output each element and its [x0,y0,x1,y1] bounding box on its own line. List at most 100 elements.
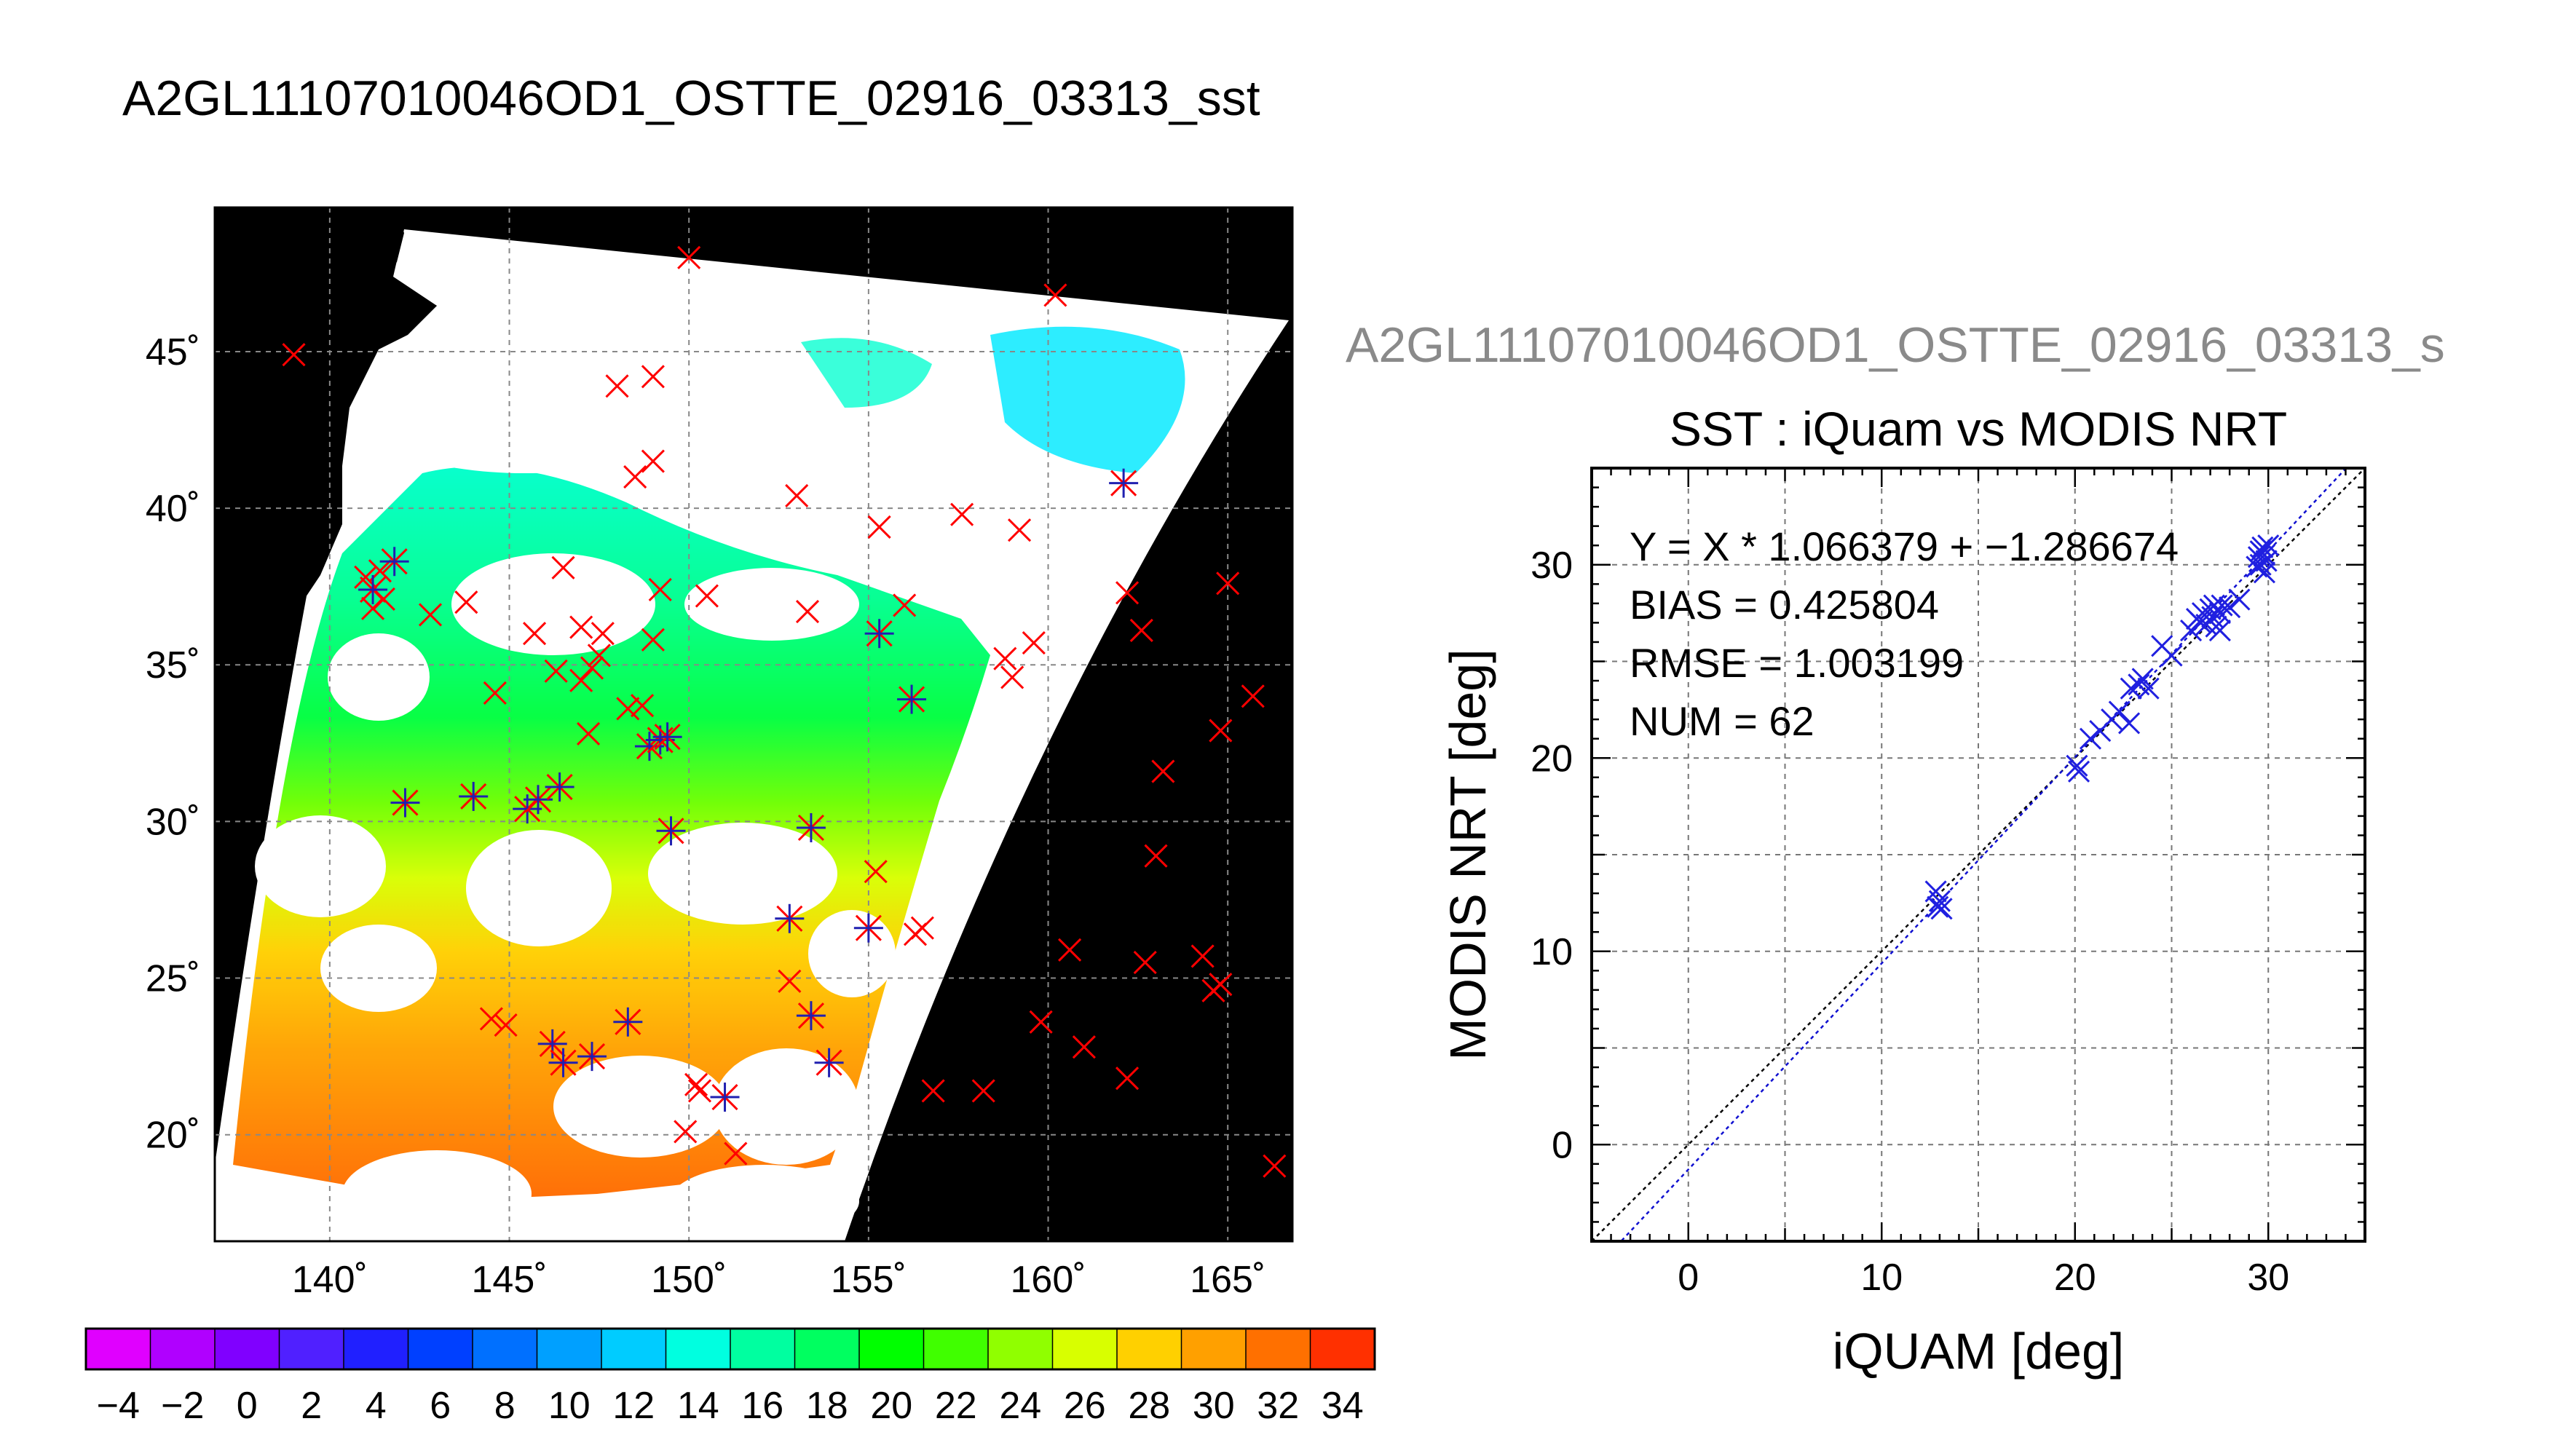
colorbar-tick-labels: −4 −2 0 2 4 6 8 10 12 14 16 18 20 22 24 26 28 30 32 34 [97,1385,1364,1427]
red-x-marker-stroke-b [361,596,385,620]
red-x-marker [282,343,306,367]
scatter-point-stroke-b [2189,612,2212,634]
red-x-marker [418,603,443,627]
scatter-point-stroke-b [2246,555,2268,578]
scatter-header-text: A2GL11107010046OD1_OSTTE_02916_03313_s [1346,317,2445,373]
scatter-point-stroke-b [1930,898,1953,920]
red-x-marker [1008,518,1032,542]
red-x-marker-stroke-b [695,584,719,608]
colorbar-tick-label: 20 [870,1385,912,1427]
colorbar-tick-label: 32 [1257,1385,1299,1427]
matched-marker-blue [853,913,883,943]
red-x-marker [580,656,604,680]
scatter-point-stroke-b [2118,712,2141,735]
red-x-marker [695,584,719,608]
red-x-marker [1241,684,1265,708]
colorbar-cell [85,1328,151,1370]
scatter-x-tick-label: 0 [1678,1257,1699,1299]
scatter-point-stroke-b [2131,668,2154,690]
colorbar-tick-label: 24 [999,1385,1041,1427]
colorbar-tick-label: −4 [97,1385,140,1427]
red-x-marker [648,577,672,602]
red-x-marker [677,245,701,269]
scatter-point-stroke-b [2208,619,2231,642]
colorbar-tick-label: 8 [494,1385,516,1427]
map-x-tick-label: 140˚ [292,1259,368,1301]
scatter-point-stroke-b [2079,727,2102,750]
scatter-point [2131,668,2154,690]
red-x-marker-stroke-b [1263,1154,1287,1178]
red-x-marker [1133,950,1157,975]
red-x-marker [950,502,974,526]
matched-marker-blue [775,903,805,933]
scatter-title: SST : iQuam vs MODIS NRT [1670,402,2287,456]
red-x-marker-stroke-b [674,1120,698,1144]
colorbar-tick-label: 6 [430,1385,451,1427]
colorbar-cell [472,1328,538,1370]
red-x-marker-stroke-b [282,343,306,367]
red-x-marker-stroke-b [893,593,917,617]
red-x-marker-stroke-b [631,694,655,718]
map-x-tick-label: 160˚ [1010,1259,1086,1301]
map-y-tick-label: 20˚ [146,1115,200,1157]
red-x-marker [1263,1154,1287,1178]
scatter-grid [1592,468,2365,1241]
red-x-marker [1115,581,1140,605]
red-x-marker-stroke-b [950,502,974,526]
scatter-point-stroke-b [2128,673,2150,696]
scatter-point [2066,754,2088,777]
red-x-marker [785,483,809,507]
scatter-point [2228,588,2251,611]
red-x-marker-stroke-b [1209,719,1233,743]
red-x-marker-stroke-b [867,515,891,539]
fit-line [1619,468,2347,1241]
matched-marker-blue [537,1029,567,1059]
colorbar-cell [1309,1328,1376,1370]
red-x-marker-stroke-b [354,565,378,589]
colorbar-cell [858,1328,925,1370]
red-x-marker-stroke-b [1008,518,1032,542]
matched-marker-blue [814,1048,844,1077]
red-x-marker-stroke-b [687,1079,712,1103]
map-y-tick-label: 25˚ [146,958,200,1000]
red-x-marker-stroke-b [1129,618,1153,642]
red-x-marker-stroke-b [587,644,611,668]
scatter-point [2208,602,2231,625]
scatter-frame [1590,467,2366,1243]
red-x-marker-stroke-b [580,656,604,680]
scatter-point [2179,619,2203,642]
colorbar-cell [149,1328,216,1370]
colorbar: −4 −2 0 2 4 6 8 10 12 14 16 18 20 22 24 26 28 30 32 34 [84,1327,1376,1427]
matched-marker-blue [545,772,574,802]
scatter-points [1924,534,2280,920]
red-x-marker-stroke-b [785,483,809,507]
stat-fit-equation: Y = X * 1.066379 + −1.286674 [1630,523,2179,569]
scatter-point-stroke-b [2067,760,2090,783]
scatter-point [2079,727,2102,750]
red-x-marker [569,615,593,639]
red-x-marker-stroke-b [605,374,629,398]
scatter-point-stroke-b [2066,754,2088,777]
stat-num: NUM = 62 [1630,698,1814,744]
map-y-tick-label: 30˚ [146,801,200,843]
red-x-marker-stroke-b [1144,844,1168,868]
colorbar-tick-label: 4 [366,1385,387,1427]
red-x-marker [479,1007,503,1031]
red-x-marker [544,659,568,683]
red-x-marker-stroke-b [569,615,593,639]
matched-marker-blue [796,813,826,842]
colorbar-frame [84,1327,1376,1371]
map-x-tick-label: 165˚ [1190,1259,1265,1301]
map-y-tick-label: 35˚ [146,644,200,687]
main-title: A2GL11107010046OD1_OSTTE_02916_03313_sst [122,71,1260,126]
red-x-marker-stroke-b [684,1072,708,1096]
scatter-point [2120,677,2142,700]
red-x-marker [1072,1035,1096,1059]
red-x-marker [631,694,655,718]
red-x-marker-stroke-b [648,577,672,602]
red-x-marker-stroke-b [1029,1010,1053,1034]
scatter-point-stroke-b [2219,596,2241,619]
red-x-marker-stroke-b [523,622,547,646]
colorbar-tick-label: 22 [935,1385,977,1427]
red-x-marker [605,374,629,398]
